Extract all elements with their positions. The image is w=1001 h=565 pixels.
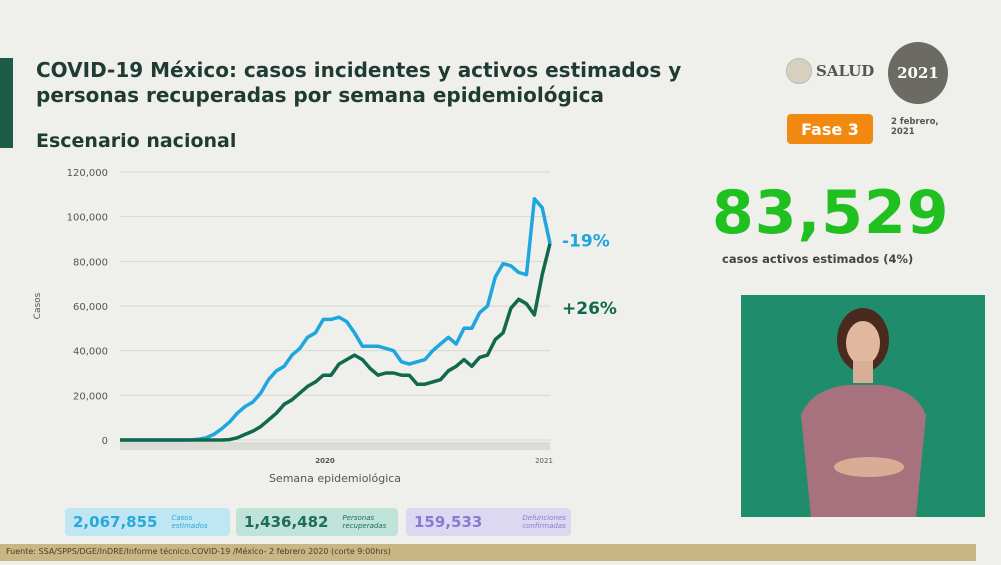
source-footer: Fuente: SSA/SPPS/DGE/InDRE/Informe técni… [0,544,976,561]
phase-badge: Fase 3 [787,114,873,144]
x-axis-band [120,442,550,450]
stat-value: 2,067,855 [73,513,158,531]
page-subtitle: Escenario nacional [36,130,237,152]
y-tick-label: 20,000 [73,391,108,402]
sign-language-interpreter-video [741,295,985,517]
x-year-label: 2021 [535,457,553,465]
active-cases-label: casos activos estimados (4%) [722,252,914,266]
salud-logo-text: SALUD [816,62,875,80]
x-axis-label: Semana epidemiológica [269,472,401,485]
stat-value: 1,436,482 [244,513,329,531]
series-line [120,243,552,442]
seal-icon [786,58,812,84]
y-tick-label: 80,000 [73,257,108,268]
stat-value: 159,533 [414,513,483,531]
y-tick-label: 120,000 [67,168,108,179]
interpreter-figure [801,308,926,517]
stat-deaths: 159,533 Defunciones confirmadas [406,508,571,536]
x-year-label: 2020 [315,457,335,465]
series-end-label: -19% [562,232,610,252]
stat-recovered: 1,436,482 Personas recuperadas [236,508,398,536]
accent-bar [0,58,13,148]
stat-label: Defunciones confirmadas [522,514,566,530]
active-cases-value: 83,529 [712,178,950,248]
y-tick-label: 100,000 [67,213,108,224]
series-line [120,197,552,442]
series-end-label: +26% [562,299,617,319]
stat-label: Personas recuperadas [342,514,387,530]
y-tick-label: 0 [102,436,108,447]
line-chart: 0 20,000 40,000 60,000 80,000 100,000 120,000 2… [33,168,617,485]
stat-label: Casos estimados [171,514,208,530]
report-date: 2 febrero, 2021 [891,117,939,137]
year-2021-logo: 2021 [888,42,948,104]
y-tick-label: 40,000 [73,347,108,358]
y-axis-label: Casos [33,292,43,319]
page-title: COVID-19 México: casos incidentes y acti… [36,58,682,107]
y-tick-label: 60,000 [73,302,108,313]
stat-estimated-cases: 2,067,855 Casos estimados [65,508,230,536]
salud-logo: SALUD [786,58,874,84]
